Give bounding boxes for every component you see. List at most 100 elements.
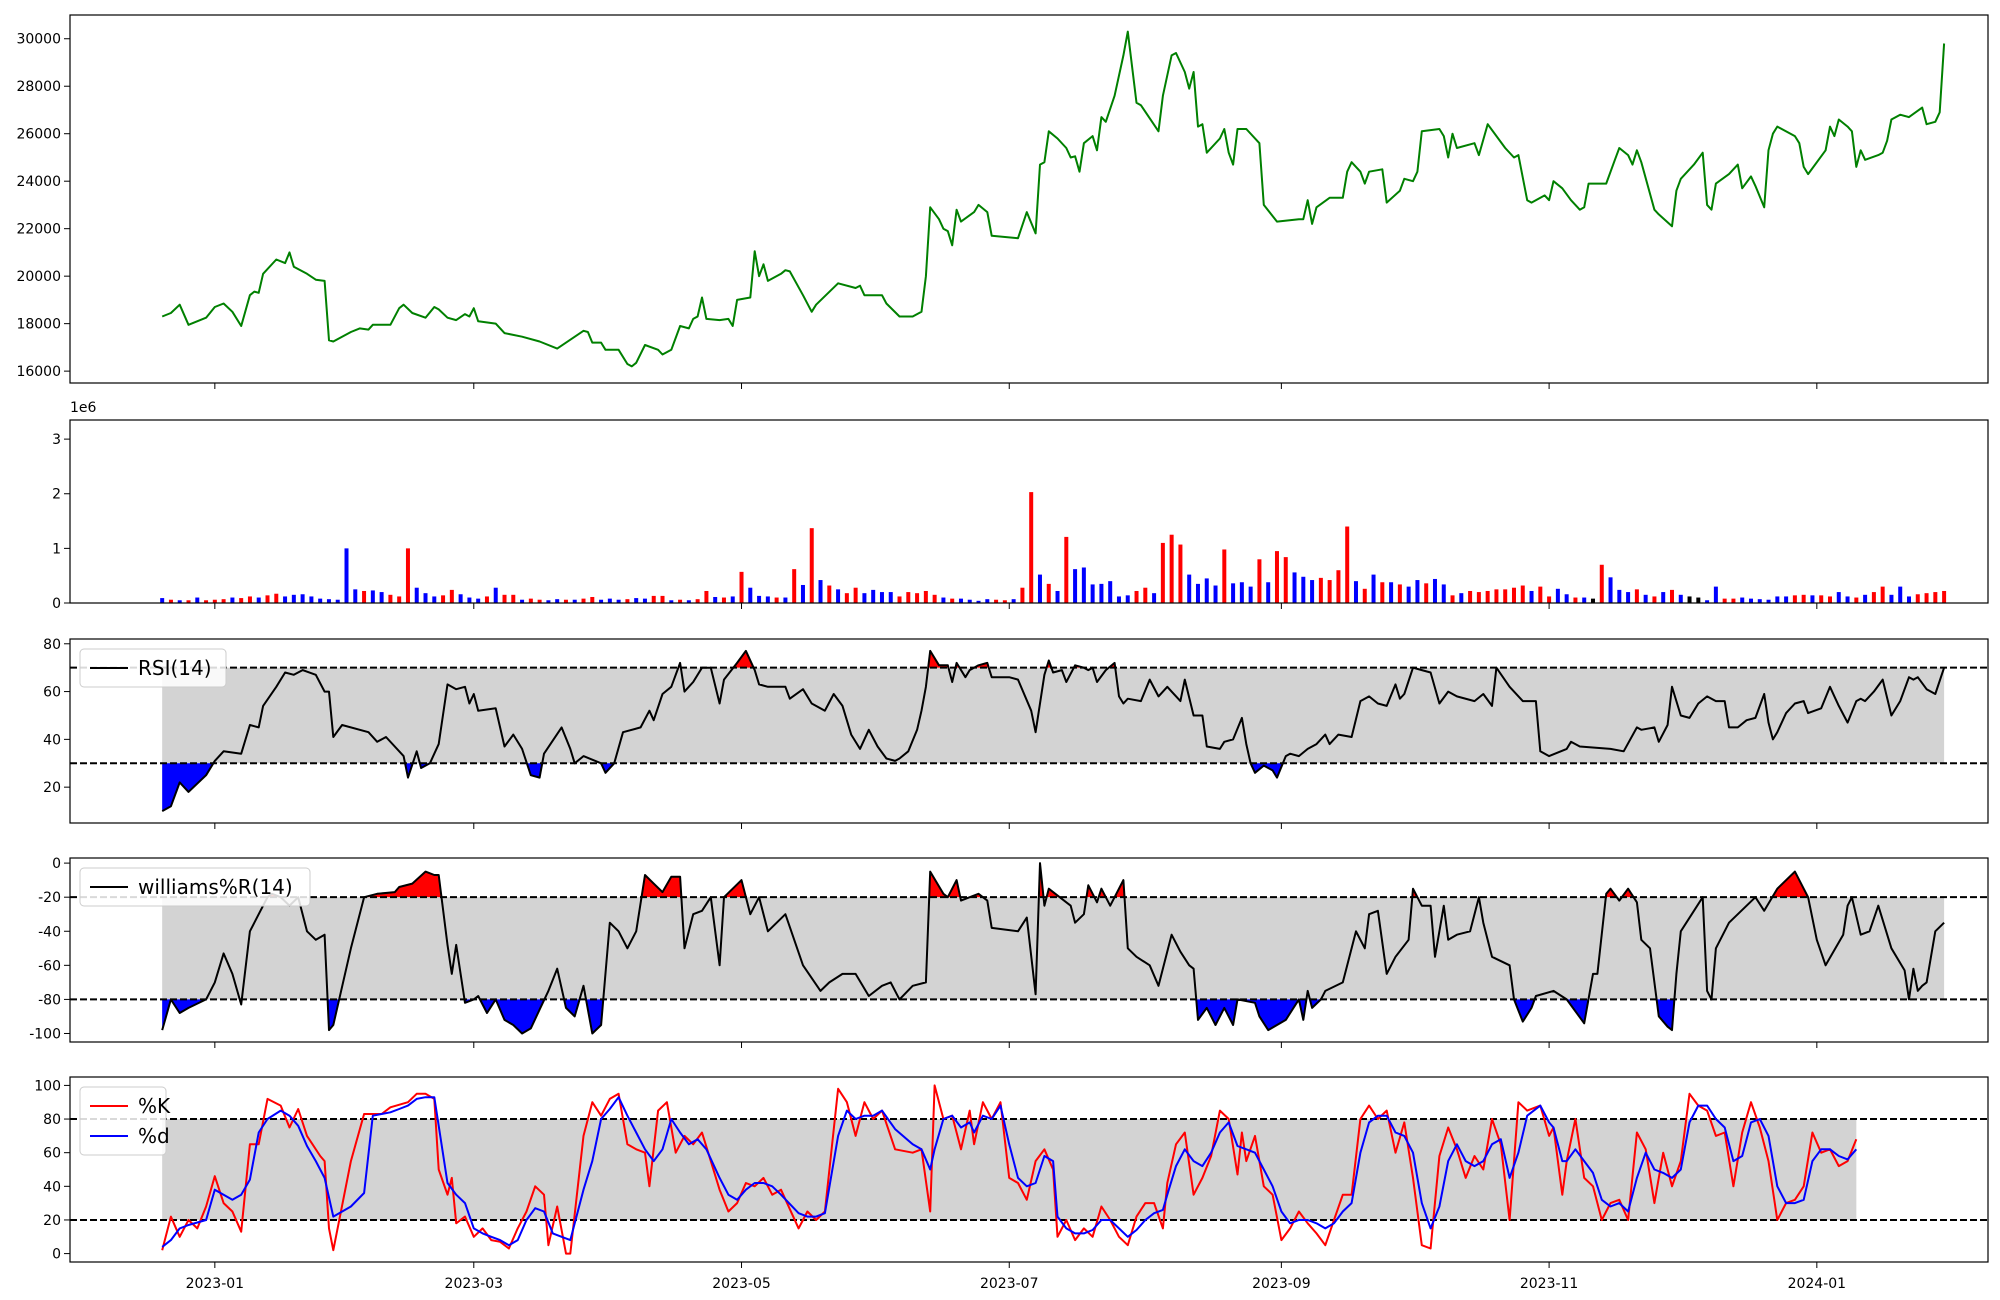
volume-bar — [1406, 586, 1411, 603]
panel-stochastic: 0 20 40 60 80 100 2023-01 2023-03 2023-05 2023-07… — [34, 1076, 1989, 1292]
volume-bar — [1757, 599, 1762, 603]
legend-label: %d — [138, 1124, 170, 1148]
x-tick-label: 2023-03 — [445, 1276, 504, 1292]
volume-bar — [1801, 594, 1806, 603]
volume-bar — [915, 593, 920, 603]
x-tick-label: 2023-05 — [712, 1276, 771, 1292]
volume-bar — [1020, 587, 1025, 603]
volume-bar — [1564, 594, 1569, 603]
volume-bar — [239, 598, 244, 603]
volume-bar — [1476, 592, 1481, 603]
volume-bar — [467, 597, 472, 603]
volume-bar — [414, 587, 419, 603]
volume-bar — [1187, 574, 1192, 603]
y-tick-label: -100 — [29, 1026, 61, 1042]
volume-bar — [1099, 583, 1104, 603]
volume-bar — [1362, 588, 1367, 603]
volume-bar — [265, 595, 270, 603]
y-tick-label: 60 — [43, 685, 61, 701]
volume-bar — [1599, 564, 1604, 603]
volume-bar — [520, 599, 525, 603]
y-tick-label: -60 — [38, 958, 61, 974]
stochastic-band-fill — [162, 1119, 1857, 1220]
volume-bar — [1810, 595, 1815, 603]
volume-bar — [458, 594, 463, 603]
-d-line — [161, 1096, 1858, 1248]
volume-bar — [1459, 593, 1464, 603]
volume-bar — [1195, 583, 1200, 603]
volume-bar — [177, 600, 182, 603]
panel-williams: 0 -20 -40 -60 -80 -100 williams%R(14) — [29, 856, 1989, 1048]
volume-bar — [1713, 586, 1718, 603]
price-line — [161, 30, 1946, 368]
volume-bar — [1283, 557, 1288, 603]
volume-bar — [326, 599, 331, 603]
volume-bar — [1231, 583, 1236, 603]
volume-bar — [923, 590, 928, 603]
williams-oversold-fill — [1513, 999, 1535, 1022]
volume-bar — [599, 599, 604, 603]
volume-bar — [1854, 597, 1859, 603]
volume-bar — [581, 598, 586, 603]
volume-bar — [695, 599, 700, 603]
y-tick-label: 1 — [52, 541, 61, 557]
volume-bar — [1380, 582, 1385, 603]
volume-bar — [1924, 593, 1929, 603]
volume-bar — [256, 597, 261, 603]
volume-bar — [379, 592, 384, 603]
stochastic-legend: %K %d — [79, 1086, 171, 1156]
volume-bar — [800, 584, 805, 603]
y-tick-label: 2 — [52, 487, 61, 503]
legend-label: RSI(14) — [138, 656, 212, 680]
volume-bar — [1871, 592, 1876, 603]
volume-bar — [168, 599, 173, 603]
volume-bar — [906, 592, 911, 603]
y-tick-label: 18000 — [16, 317, 61, 333]
volume-bar — [678, 599, 683, 603]
volume-bar — [221, 599, 226, 603]
volume-bar — [1327, 580, 1332, 603]
volume-bar — [274, 593, 279, 603]
williams-r-14--line — [161, 862, 1945, 1035]
volume-bar — [1626, 592, 1631, 603]
y-tick-label: 60 — [43, 1146, 61, 1162]
volume-bar — [994, 599, 999, 603]
volume-bar — [1643, 594, 1648, 603]
volume-bar — [792, 569, 797, 603]
volume-bar — [1415, 580, 1420, 603]
williams-overbought-fill — [1772, 871, 1809, 898]
volume-bar — [1678, 594, 1683, 603]
volume-bar — [511, 594, 516, 603]
panel-rsi: 20 40 60 80 RSI(14) — [43, 637, 1989, 829]
panel-volume: 0 1 2 3 1e6 — [52, 400, 1989, 612]
volume-bar — [318, 598, 323, 603]
volume-bar — [353, 589, 358, 603]
volume-bar — [537, 599, 542, 603]
rsi-legend: RSI(14) — [79, 648, 227, 688]
volume-bar — [1213, 585, 1218, 603]
volume-axes-frame — [69, 419, 1989, 604]
volume-bar — [291, 594, 296, 603]
y-axis-offset-label: 1e6 — [70, 400, 97, 416]
volume-bar — [1792, 595, 1797, 603]
volume-bar — [836, 589, 841, 603]
volume-bar — [1880, 586, 1885, 603]
volume-bar — [1590, 598, 1595, 603]
williams-axes-frame — [69, 857, 1989, 1043]
legend-label: %K — [138, 1094, 171, 1118]
volume-bar — [1397, 584, 1402, 603]
volume-bar — [1371, 574, 1376, 603]
volume-bar — [1582, 597, 1587, 603]
y-tick-label: -40 — [38, 924, 61, 940]
volume-bar — [783, 597, 788, 603]
rsi-overbought-fill — [733, 650, 754, 668]
williams-legend: williams%R(14) — [79, 867, 311, 907]
volume-bar — [1134, 590, 1139, 603]
volume-bar — [958, 598, 963, 603]
williams-overbought-fill — [364, 871, 442, 898]
volume-bar — [1055, 590, 1060, 603]
williams-oversold-fill — [1656, 999, 1675, 1031]
y-tick-label: 0 — [52, 1247, 61, 1263]
volume-bar — [1827, 596, 1832, 603]
